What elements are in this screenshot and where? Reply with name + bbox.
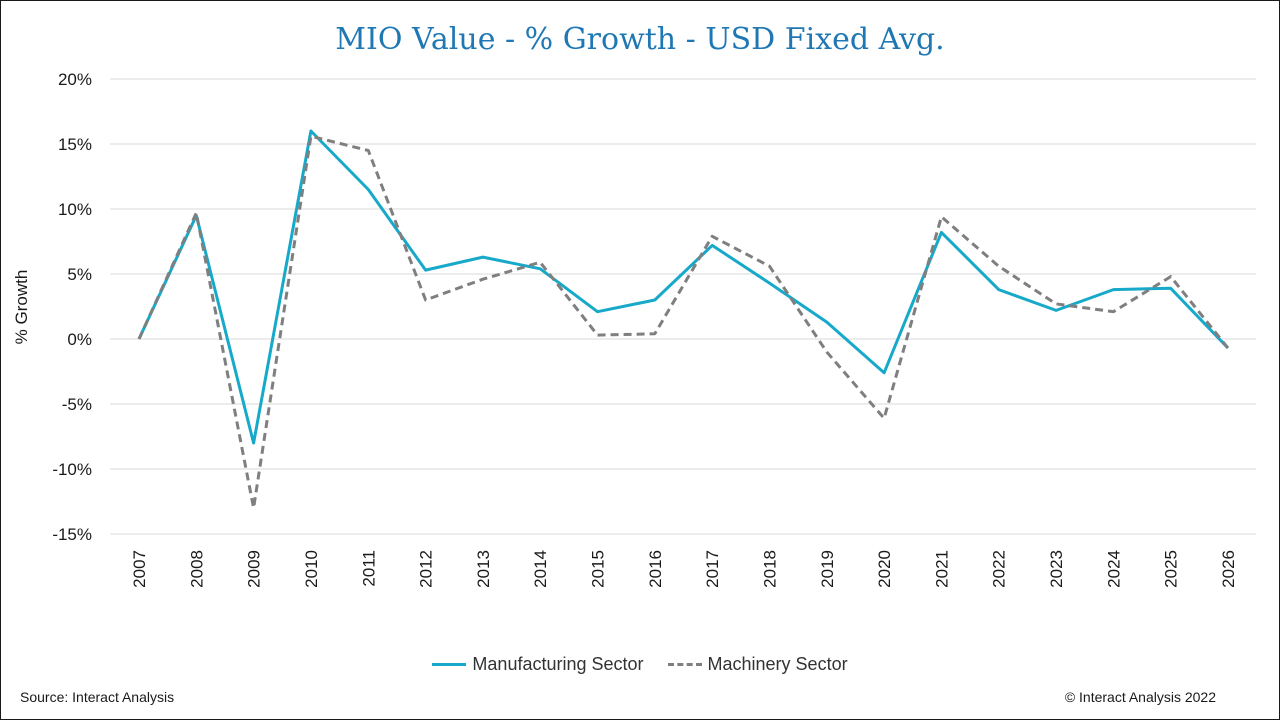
y-tick-label: -10%	[52, 460, 92, 479]
legend-label-manufacturing: Manufacturing Sector	[472, 654, 644, 674]
x-tick-label: 2012	[417, 550, 436, 588]
series-line-manufacturing	[137, 129, 1230, 445]
series-lines	[137, 129, 1230, 510]
x-tick-label: 2013	[474, 550, 493, 588]
x-tick-label: 2014	[531, 550, 550, 588]
legend-swatch-manufacturing	[432, 663, 467, 666]
x-tick-label: 2024	[1104, 550, 1123, 588]
gridlines	[110, 78, 1256, 535]
x-tick-label: 2026	[1219, 550, 1238, 588]
legend-swatch-machinery	[667, 663, 702, 666]
x-tick-label: 2015	[589, 550, 608, 588]
x-tick-label: 2011	[359, 550, 378, 587]
y-axis-ticks: 20% 15% 10% 5% 0% -5% -10% -15%	[52, 70, 92, 544]
x-tick-label: 2022	[990, 550, 1009, 588]
chart-title: MIO Value - % Growth - USD Fixed Avg.	[335, 22, 945, 57]
x-tick-label: 2021	[932, 550, 951, 588]
y-tick-label: -15%	[52, 525, 92, 544]
x-tick-label: 2008	[187, 550, 206, 588]
y-tick-label: 5%	[67, 265, 92, 284]
y-axis-title: % Growth	[12, 270, 31, 345]
x-axis-ticks: 2007 2008 2009 2010 2011 2012 2013 2014 2015 2016…	[130, 550, 1238, 588]
x-tick-label: 2018	[760, 550, 779, 588]
y-tick-label: -5%	[62, 395, 92, 414]
y-tick-label: 20%	[58, 70, 92, 89]
legend: Manufacturing Sector Machinery Sector	[0, 654, 1280, 675]
y-tick-label: 15%	[58, 135, 92, 154]
legend-item-machinery: Machinery Sector	[667, 654, 848, 675]
x-tick-label: 2009	[245, 550, 264, 588]
x-tick-label: 2007	[130, 550, 149, 588]
x-tick-label: 2023	[1047, 550, 1066, 588]
legend-label-machinery: Machinery Sector	[707, 654, 848, 674]
x-tick-label: 2016	[646, 550, 665, 588]
legend-item-manufacturing: Manufacturing Sector	[432, 654, 644, 675]
source-note: Source: Interact Analysis	[20, 689, 175, 705]
y-tick-label: 10%	[58, 200, 92, 219]
x-tick-label: 2019	[818, 550, 837, 588]
x-tick-label: 2017	[703, 550, 722, 588]
x-tick-label: 2010	[302, 550, 321, 588]
y-tick-label: 0%	[67, 330, 92, 349]
copyright-note: © Interact Analysis 2022	[1064, 689, 1216, 705]
x-tick-label: 2020	[875, 550, 894, 588]
x-tick-label: 2025	[1162, 550, 1181, 588]
series-line-machinery	[137, 134, 1230, 510]
